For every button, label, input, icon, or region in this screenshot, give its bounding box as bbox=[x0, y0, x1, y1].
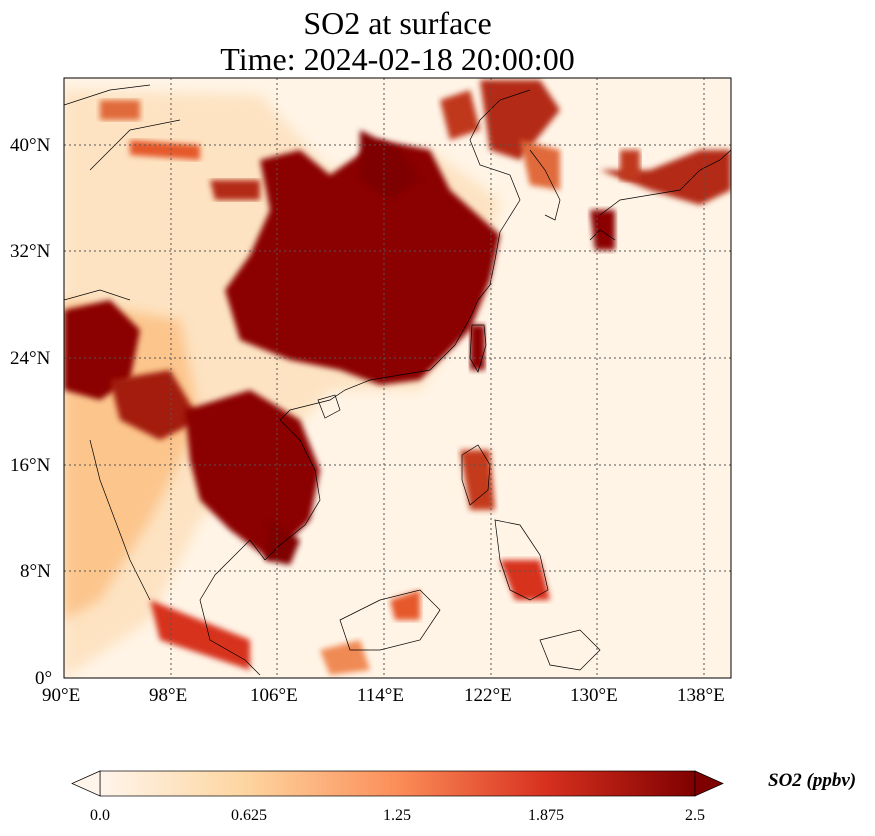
map-frame bbox=[63, 77, 732, 679]
lon-tick: 138°E bbox=[677, 685, 725, 706]
lon-tick: 98°E bbox=[149, 685, 188, 706]
map-title-time: Time: 2024-02-18 20:00:00 bbox=[220, 41, 575, 77]
lat-tick: 0° bbox=[35, 668, 53, 689]
lat-tick: 16°N bbox=[10, 455, 51, 476]
lon-tick: 114°E bbox=[357, 685, 404, 706]
coastlines bbox=[64, 84, 731, 676]
gridlines bbox=[64, 78, 731, 678]
lat-tick: 24°N bbox=[10, 348, 51, 369]
so2-field bbox=[64, 80, 731, 678]
lat-tick: 32°N bbox=[10, 241, 51, 262]
colorbar-tick: 1.875 bbox=[528, 807, 564, 824]
lon-tick: 130°E bbox=[570, 685, 618, 706]
map-title-variable: SO2 at surface bbox=[303, 5, 492, 41]
colorbar-max-extend bbox=[694, 770, 724, 797]
lon-tick: 90°E bbox=[42, 685, 81, 706]
colorbar-tick: 2.5 bbox=[685, 807, 705, 824]
lat-tick: 40°N bbox=[10, 135, 51, 156]
lon-tick: 122°E bbox=[464, 685, 512, 706]
lat-tick: 8°N bbox=[20, 561, 51, 582]
colorbar bbox=[99, 770, 696, 797]
colorbar-min-extend bbox=[71, 770, 101, 797]
colorbar-tick: 0.0 bbox=[90, 807, 110, 824]
colorbar-tick: 1.25 bbox=[383, 807, 411, 824]
colorbar-label: SO2 (ppbv) bbox=[768, 770, 857, 791]
colorbar-tick: 0.625 bbox=[231, 807, 267, 824]
lon-tick: 106°E bbox=[250, 685, 298, 706]
